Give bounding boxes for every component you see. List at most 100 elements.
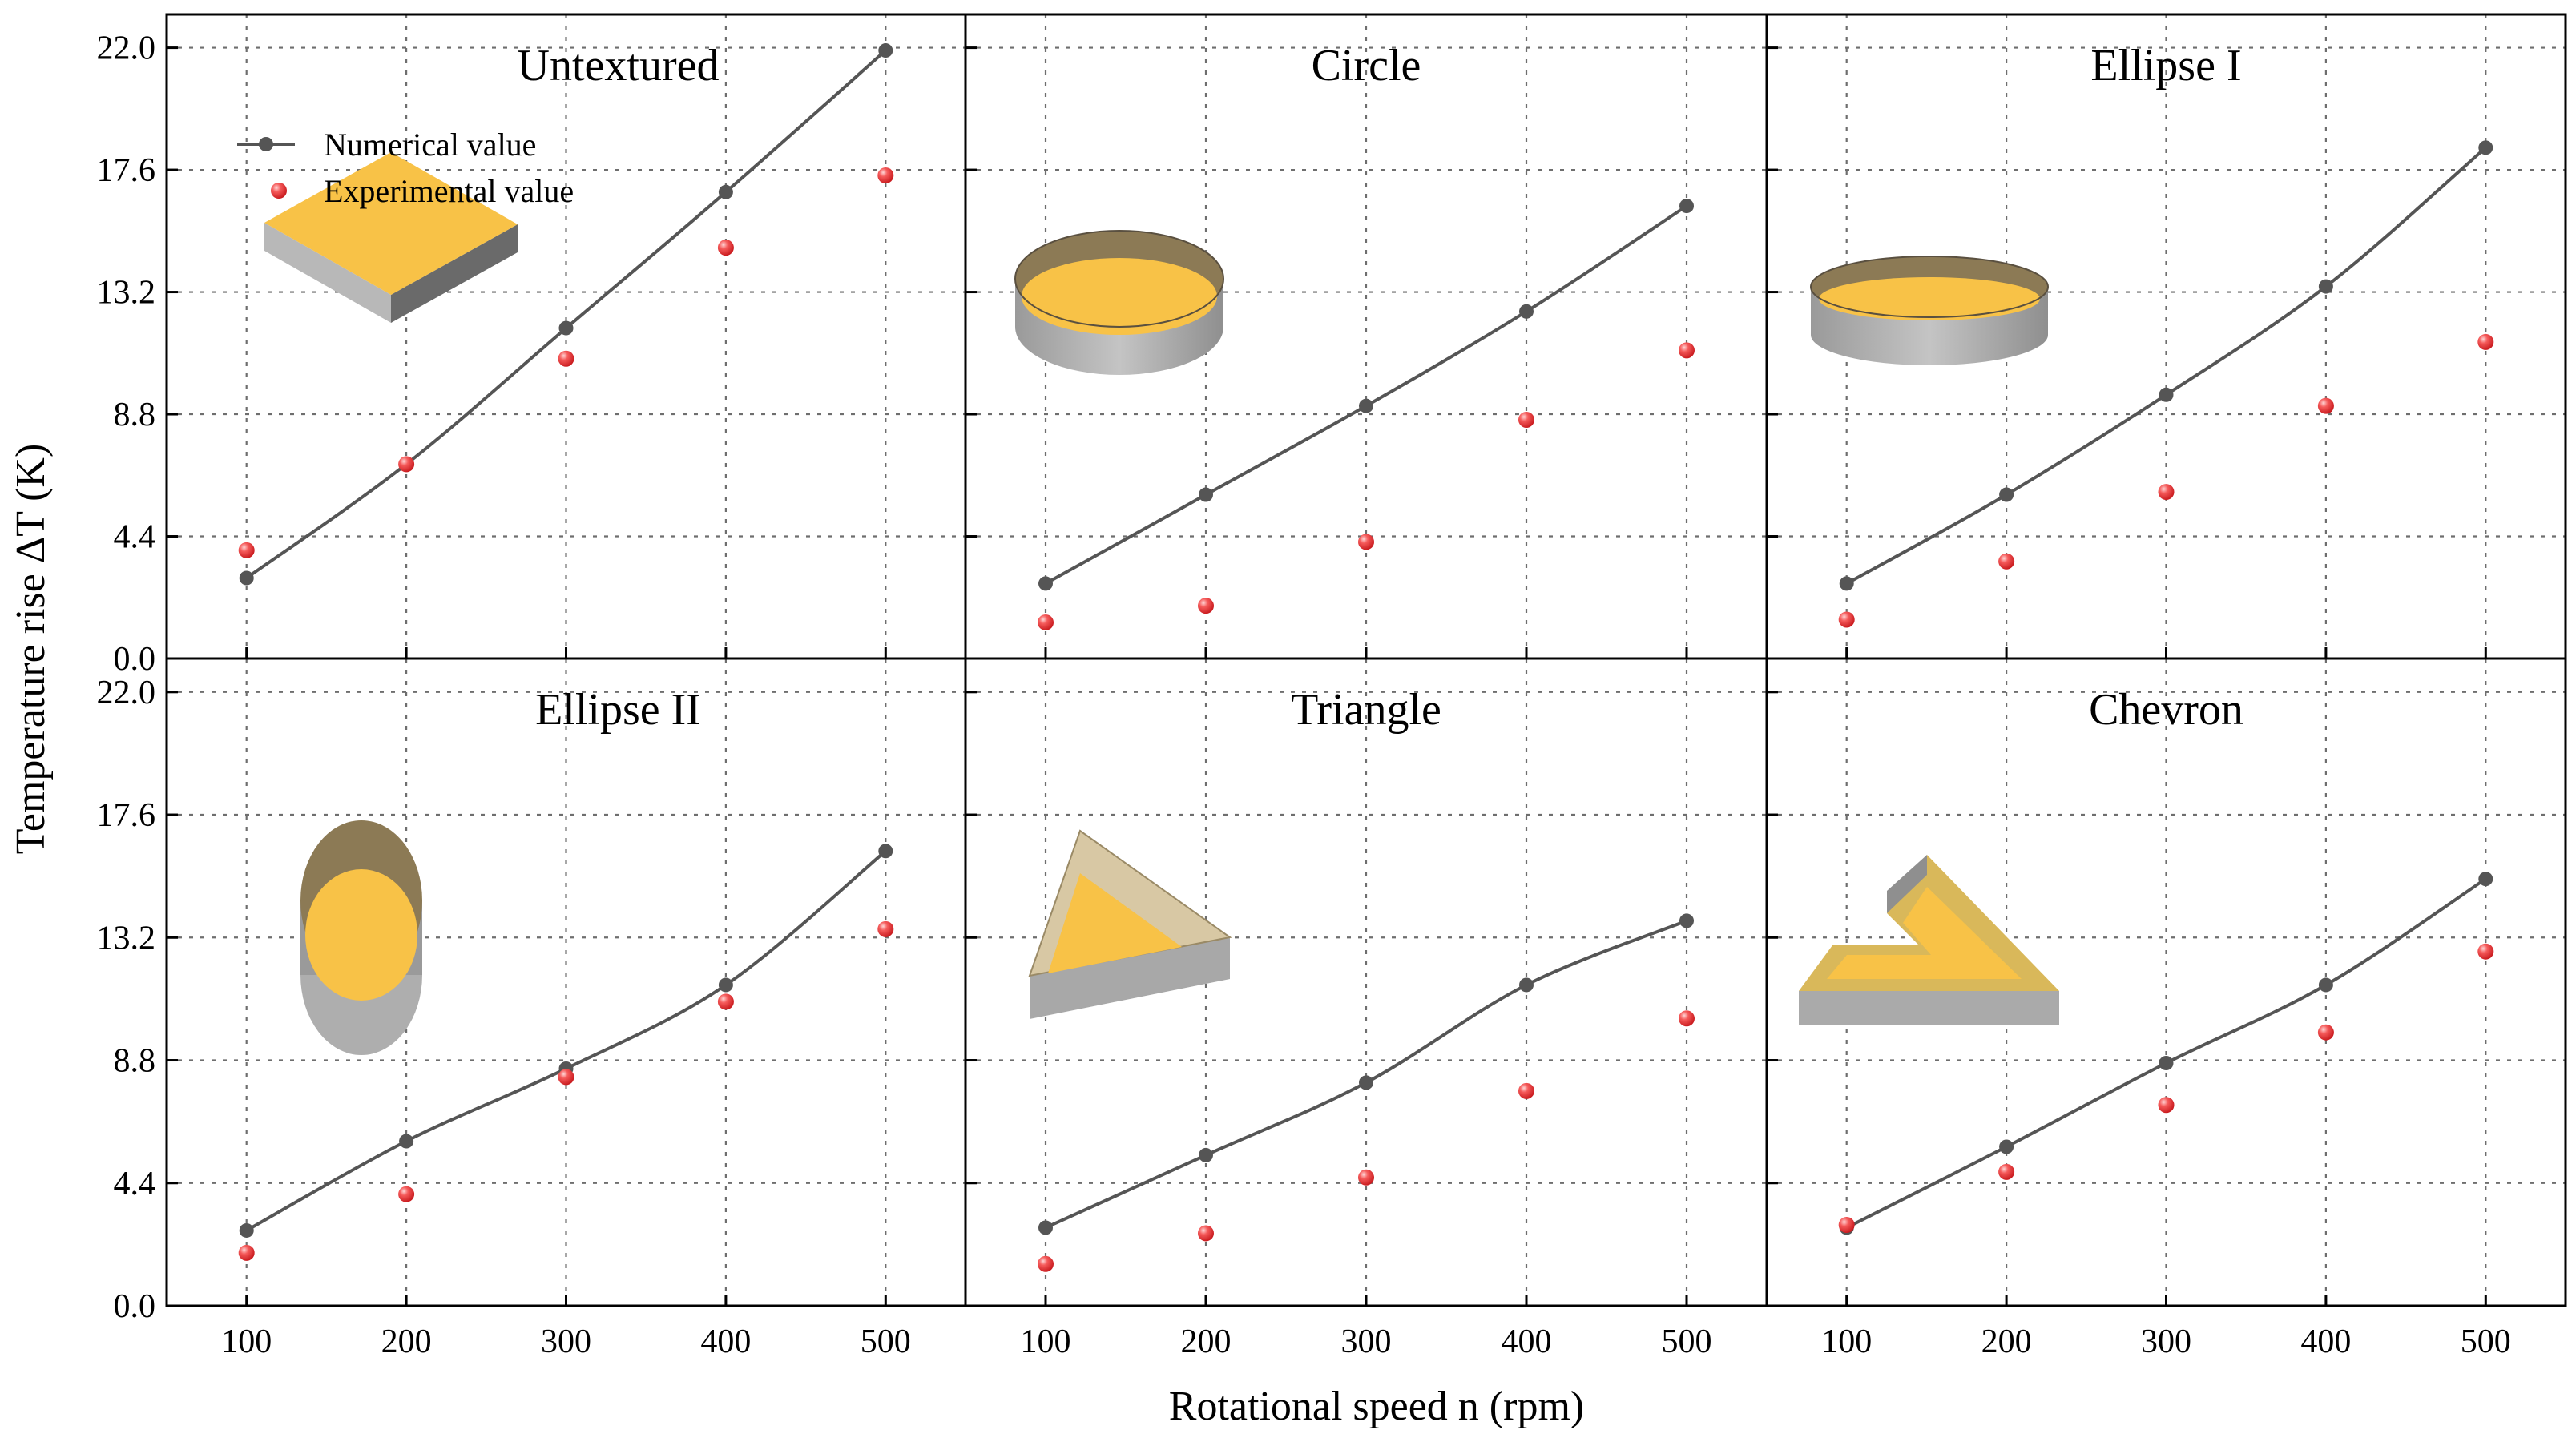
- experimental-point: [1358, 1169, 1374, 1186]
- y-tick-label: 0.0: [114, 641, 156, 678]
- legend-experimental-marker: [271, 183, 287, 199]
- x-tick-label: 200: [381, 1323, 432, 1360]
- legend: Numerical value Experimental value: [237, 127, 574, 209]
- numerical-point: [1679, 913, 1694, 928]
- panel-title: Chevron: [2089, 685, 2243, 735]
- numerical-point: [1999, 1139, 2014, 1154]
- panel-title: Ellipse I: [2090, 41, 2241, 91]
- circle-texture-icon: [1014, 230, 1224, 375]
- numerical-point: [2478, 872, 2493, 887]
- x-axis-title: Rotational speed n (rpm): [1169, 1384, 1584, 1429]
- numerical-point: [718, 184, 733, 199]
- numerical-point: [1359, 1075, 1373, 1090]
- experimental-point: [1358, 534, 1374, 550]
- panel-title: Circle: [1312, 41, 1421, 91]
- experimental-point: [2317, 397, 2334, 414]
- experimental-point: [2317, 1024, 2334, 1041]
- panels-layer: 0.0 4.4 8.8 13.2 17.6 22.0 Untextured Numerical…: [97, 13, 2567, 1360]
- x-tick-label: 500: [1662, 1323, 1712, 1360]
- numerical-point: [1679, 199, 1694, 214]
- experimental-point: [2158, 484, 2175, 501]
- experimental-point: [1198, 598, 1214, 614]
- experimental-point: [238, 542, 255, 558]
- numerical-point: [2318, 279, 2333, 294]
- y-tick-label: 8.8: [114, 1043, 156, 1080]
- experimental-point: [1679, 342, 1695, 359]
- panel-title: Triangle: [1291, 685, 1441, 735]
- x-tick-label: 500: [2461, 1323, 2511, 1360]
- numerical-point: [2478, 140, 2493, 155]
- ellipse-wide-texture-icon: [1810, 256, 2049, 365]
- panel-title: Ellipse II: [535, 685, 701, 735]
- experimental-point: [1998, 553, 2015, 570]
- experimental-point: [1838, 611, 1855, 628]
- numerical-point: [239, 570, 254, 586]
- ellipse-tall-texture-icon: [300, 820, 422, 1055]
- y-tick-label: 22.0: [97, 30, 156, 67]
- panel-frame: [165, 13, 967, 660]
- panel-frame: [1765, 657, 2567, 1307]
- x-tick-label: 100: [1021, 1323, 1071, 1360]
- experimental-point: [1038, 614, 1054, 630]
- numerical-point: [2318, 977, 2333, 993]
- experimental-point: [2158, 1097, 2175, 1114]
- numerical-point: [399, 1134, 414, 1149]
- numerical-point: [1199, 1147, 1213, 1162]
- experimental-point: [2477, 943, 2494, 960]
- triangle-texture-icon: [1028, 829, 1232, 1019]
- x-tick-label: 200: [1181, 1323, 1232, 1360]
- experimental-point: [398, 1186, 415, 1202]
- x-tick-label: 200: [1981, 1323, 2032, 1360]
- experimental-point: [877, 920, 894, 937]
- experimental-point: [1679, 1010, 1695, 1027]
- numerical-point: [1999, 487, 2014, 502]
- x-tick-label: 300: [541, 1323, 591, 1360]
- numerical-point: [878, 844, 893, 859]
- y-tick-label: 0.0: [114, 1288, 156, 1325]
- y-tick-label: 17.6: [97, 797, 156, 834]
- y-tick-label: 8.8: [114, 397, 156, 433]
- y-tick-label: 17.6: [97, 152, 156, 189]
- experimental-point: [717, 240, 734, 256]
- x-tick-label: 300: [1341, 1323, 1392, 1360]
- x-tick-label: 100: [1821, 1323, 1872, 1360]
- numerical-point: [1038, 1220, 1053, 1235]
- numerical-point: [1199, 487, 1213, 502]
- experimental-point: [2477, 333, 2494, 350]
- panel-circle: Circle: [964, 13, 1768, 660]
- experimental-point: [1038, 1255, 1054, 1272]
- x-tick-label: 400: [2300, 1323, 2351, 1360]
- numerical-point: [1519, 304, 1534, 319]
- numerical-point: [1038, 576, 1053, 591]
- x-tick-label: 400: [700, 1323, 751, 1360]
- numerical-point: [558, 320, 574, 336]
- y-tick-label: 4.4: [114, 1166, 156, 1202]
- experimental-point: [717, 993, 734, 1010]
- legend-numerical-marker: [259, 137, 273, 151]
- numerical-point: [878, 43, 893, 58]
- experimental-point: [877, 167, 894, 183]
- y-tick-label: 4.4: [114, 519, 156, 556]
- x-tick-label: 500: [861, 1323, 911, 1360]
- experimental-point: [1518, 411, 1534, 428]
- numerical-point: [2159, 387, 2174, 402]
- experimental-point: [558, 1069, 574, 1086]
- y-tick-label: 22.0: [97, 675, 156, 711]
- experimental-point: [238, 1244, 255, 1261]
- y-tick-label: 13.2: [97, 275, 156, 312]
- numerical-point: [1359, 398, 1373, 413]
- numerical-point: [1839, 576, 1854, 591]
- y-tick-label: 13.2: [97, 920, 156, 957]
- panel-untextured: 0.0 4.4 8.8 13.2 17.6 22.0 Untextured Numerical…: [97, 13, 967, 678]
- experimental-point: [1998, 1163, 2015, 1180]
- x-tick-label: 400: [1502, 1323, 1552, 1360]
- panel-ellipse-ii: 0.0 4.4 8.8 13.2 17.6 22.0 100 200 300 400 500 Elli…: [97, 657, 967, 1360]
- numerical-point: [239, 1222, 254, 1238]
- numerical-point: [718, 977, 733, 993]
- experimental-point: [398, 456, 415, 473]
- chevron-texture-icon: [1799, 855, 2059, 1025]
- x-tick-label: 100: [221, 1323, 272, 1360]
- square-texture-icon: [264, 152, 518, 323]
- experimental-point: [1518, 1082, 1534, 1099]
- numerical-point: [1519, 977, 1534, 993]
